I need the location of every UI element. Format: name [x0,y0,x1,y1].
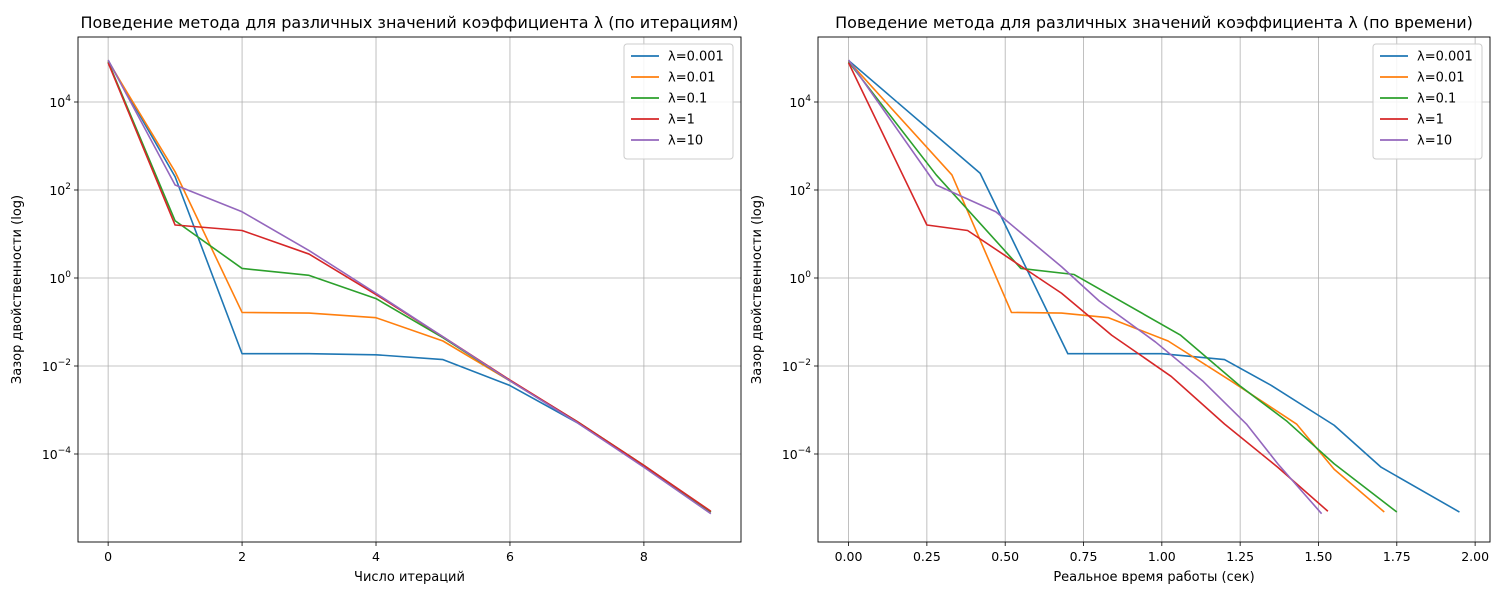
chart2-ytick-label-2: 100 [789,270,811,286]
chart2-xtick-label-3: 0.75 [1070,549,1098,564]
chart1-xtick-label-1: 2 [238,549,246,564]
chart1-legend-label-2: λ=0.01 [668,71,716,86]
chart2-series-3-line [847,61,1398,513]
chart2-xtick-label-4: 1.00 [1148,549,1176,564]
chart2-legend-label-2: λ=0.01 [1417,71,1465,86]
chart1-series-3-line [107,61,712,513]
chart2-ytick-label-1: 10−2 [782,358,811,374]
chart2-xlabel: Реальное время работы (сек) [1053,570,1254,585]
chart2-ytick-label-4: 104 [789,94,811,110]
chart1-ytick-label-1: 10−2 [42,358,71,374]
chart1-legend-box [623,43,734,160]
chart2-ytick-label-3: 102 [789,182,811,198]
chart2-legend-label-5: λ=10 [1417,134,1452,149]
chart1-legend-label-5: λ=10 [668,134,703,149]
chart1-ytick-label-0: 10−4 [42,446,71,462]
chart1-legend: λ=0.001 λ=0.01 λ=0.1 λ=1 λ=10 [623,43,734,160]
chart2-legend-label-3: λ=0.1 [1417,92,1456,107]
chart1-ytick-label-2: 100 [49,270,71,286]
chart2-series-5-line [847,59,1323,515]
chart1-ytick-label-4: 104 [49,94,71,110]
chart2-legend-label-4: λ=1 [1417,113,1444,128]
chart1-series-1-line [107,60,712,513]
chart2-xtick-label-8: 2.00 [1461,549,1489,564]
chart2-xtick-label-2: 0.50 [991,549,1019,564]
chart1-frame [77,36,742,543]
chart2-frame [817,36,1491,543]
chart1-title: Поведение метода для различных значений … [80,13,738,32]
chart2-legend-box [1372,43,1483,160]
chart2-ylabel: Зазор двойственности (log) [750,195,765,384]
chart2-xtick-label-1: 0.25 [913,549,941,564]
chart1-series-2-line [107,60,712,513]
chart2-xtick-label-0: 0.00 [835,549,863,564]
chart2-series-4-line [847,62,1329,512]
chart1-series-5-line [107,59,712,515]
chart1: 0 2 4 6 8 10−4 10−2 100 102 104 Поведение метода д… [10,13,742,585]
chart2-ytick-label-0: 10−4 [782,446,811,462]
chart2-title: Поведение метода для различных значений … [835,13,1473,32]
chart2: 0.00 0.25 0.50 0.75 1.00 1.25 1.50 1.75 2.00 10−4… [750,13,1491,585]
chart1-xtick-label-4: 8 [640,549,648,564]
chart1-series-4-line [107,62,712,512]
chart2-legend-label-1: λ=0.001 [1417,50,1473,65]
chart2-xtick-label-5: 1.25 [1226,549,1254,564]
chart2-legend: λ=0.001 λ=0.01 λ=0.1 λ=1 λ=10 [1372,43,1483,160]
chart2-xtick-label-7: 1.75 [1383,549,1411,564]
chart1-legend-label-1: λ=0.001 [668,50,724,65]
chart1-xtick-label-0: 0 [104,549,112,564]
chart1-legend-label-4: λ=1 [668,113,695,128]
chart2-xtick-label-6: 1.50 [1305,549,1333,564]
chart1-ylabel: Зазор двойственности (log) [10,195,25,384]
chart1-legend-label-3: λ=0.1 [668,92,707,107]
chart2-series-1-line [848,59,1460,513]
chart1-xtick-label-2: 4 [372,549,380,564]
chart1-xtick-label-3: 6 [506,549,514,564]
chart1-xlabel: Число итераций [354,570,465,585]
chart1-ytick-label-3: 102 [49,182,71,198]
